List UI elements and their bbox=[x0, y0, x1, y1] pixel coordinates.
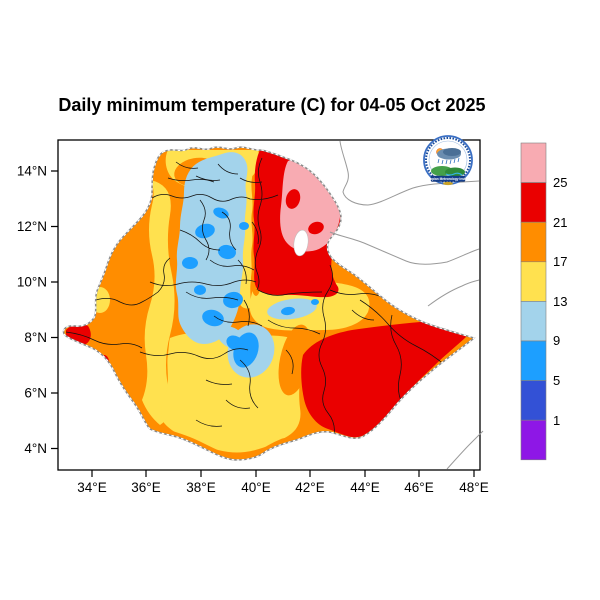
legend-band-21-25 bbox=[520, 182, 547, 223]
y-tick-label: 6°N bbox=[24, 386, 47, 401]
legend-tick-label: 9 bbox=[553, 333, 560, 348]
legend-tick-label: 17 bbox=[553, 254, 567, 269]
x-tick-label: 42°E bbox=[295, 480, 324, 495]
blue-pocket bbox=[281, 306, 295, 316]
axis-tick-marks bbox=[51, 170, 475, 477]
blue-pocket bbox=[182, 257, 198, 269]
y-tick-label: 4°N bbox=[24, 441, 47, 456]
map-region-offscale-white bbox=[293, 229, 309, 257]
map-region-red-in-pink bbox=[308, 221, 324, 235]
blue-pocket bbox=[194, 285, 206, 295]
x-axis-labels: 34°E 36°E 38°E 40°E 42°E 44°E 46°E 48°E bbox=[77, 480, 488, 495]
legend-band-9-13 bbox=[520, 301, 547, 342]
x-tick-label: 40°E bbox=[241, 480, 270, 495]
y-axis-labels: 14°N 12°N 10°N 8°N 6°N 4°N bbox=[17, 164, 47, 457]
ethiopia-outline bbox=[62, 146, 476, 461]
map-region-red-southeast bbox=[301, 321, 467, 438]
map-region-red-in-pink bbox=[285, 189, 301, 209]
page-title: Daily minimum temperature (C) for 04-05 … bbox=[58, 95, 485, 115]
admin-boundaries bbox=[65, 157, 447, 436]
x-tick-label: 38°E bbox=[186, 480, 215, 495]
blue-pocket bbox=[223, 291, 243, 309]
legend-band-13-17 bbox=[520, 261, 547, 302]
x-tick-label: 34°E bbox=[77, 480, 106, 495]
y-tick-label: 14°N bbox=[17, 164, 47, 179]
blue-pocket bbox=[239, 222, 249, 230]
x-tick-label: 48°E bbox=[459, 480, 488, 495]
legend-band-17-21 bbox=[520, 221, 547, 263]
y-tick-label: 10°N bbox=[17, 275, 47, 290]
legend-band-lt1 bbox=[520, 419, 547, 461]
map-region-blue-pockets bbox=[182, 207, 319, 368]
map-region-yellow-west-band bbox=[142, 180, 175, 425]
rain-icon bbox=[437, 157, 460, 165]
blue-pocket bbox=[218, 244, 236, 260]
legend-tick-label: 5 bbox=[553, 373, 560, 388]
legend-tick-label: 21 bbox=[553, 215, 567, 230]
x-tick-label: 46°E bbox=[404, 480, 433, 495]
legend-band-5-9 bbox=[520, 340, 547, 381]
cloud-icon bbox=[443, 148, 461, 156]
blue-pocket bbox=[195, 223, 215, 239]
y-tick-label: 8°N bbox=[24, 330, 47, 345]
legend-band-gt25 bbox=[520, 142, 547, 183]
x-tick-label: 44°E bbox=[350, 480, 379, 495]
legend-band-1-5 bbox=[520, 380, 547, 421]
logo-banner bbox=[430, 175, 466, 182]
legend-tick-label: 25 bbox=[553, 175, 567, 190]
legend-tick-label: 1 bbox=[553, 413, 560, 428]
blue-pocket bbox=[202, 309, 224, 327]
emi-logo: Ethiopian Meteorology Institute bbox=[423, 135, 473, 186]
x-tick-label: 36°E bbox=[131, 480, 160, 495]
water-icon bbox=[445, 172, 463, 176]
neighbor-country-borders bbox=[329, 140, 484, 470]
legend-colorbar: 25 21 17 13 9 5 1 bbox=[520, 142, 567, 461]
logo-banner-text: Ethiopian Meteorology Institute bbox=[424, 177, 472, 181]
blue-pocket bbox=[213, 207, 229, 219]
blue-pocket bbox=[233, 332, 259, 368]
legend-tick-label: 13 bbox=[553, 294, 567, 309]
blue-pocket bbox=[311, 299, 319, 305]
logo-emblem bbox=[443, 181, 453, 186]
y-tick-label: 12°N bbox=[17, 219, 47, 234]
